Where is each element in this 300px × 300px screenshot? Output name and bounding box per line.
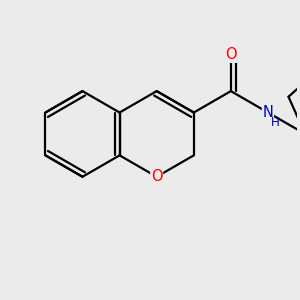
Text: O: O	[225, 47, 237, 62]
Text: N: N	[262, 105, 273, 120]
Text: H: H	[271, 116, 280, 129]
Text: O: O	[151, 169, 163, 184]
